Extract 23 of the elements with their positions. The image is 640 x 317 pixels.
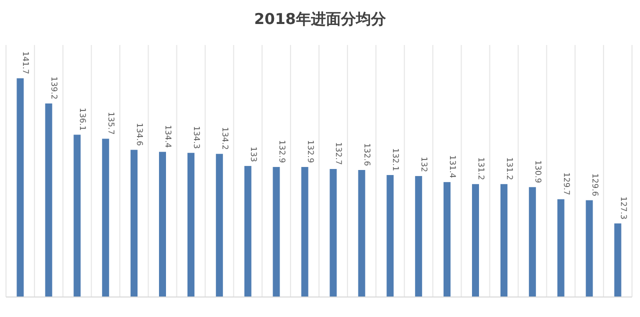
data-label: 135.7 [106, 112, 116, 135]
data-label: 132.9 [306, 140, 315, 163]
data-label: 134.4 [164, 124, 172, 148]
data-label: 130.9 [533, 160, 542, 184]
data-label: 132.9 [277, 140, 286, 163]
data-label: 139.2 [50, 76, 59, 100]
data-label: 132 [420, 156, 429, 172]
data-label: 129.6 [590, 173, 600, 196]
chart-title: 2018年进面分均分 [254, 10, 387, 28]
data-label: 131.2 [476, 157, 486, 180]
data-label: 136.1 [78, 108, 88, 131]
data-label: 131.4 [448, 155, 458, 178]
data-label: 132.6 [362, 143, 372, 166]
data-label: 134.2 [220, 126, 230, 150]
data-label: 132.1 [391, 148, 400, 172]
data-label: 133 [248, 146, 258, 162]
data-label: 127.3 [618, 196, 628, 220]
data-label: 131.2 [504, 157, 514, 180]
data-label: 129.7 [562, 172, 571, 196]
data-label: 134.6 [135, 122, 144, 146]
data-label: 134.3 [192, 126, 201, 149]
data-label: 141.7 [21, 51, 30, 74]
data-label: 132.7 [334, 142, 344, 165]
